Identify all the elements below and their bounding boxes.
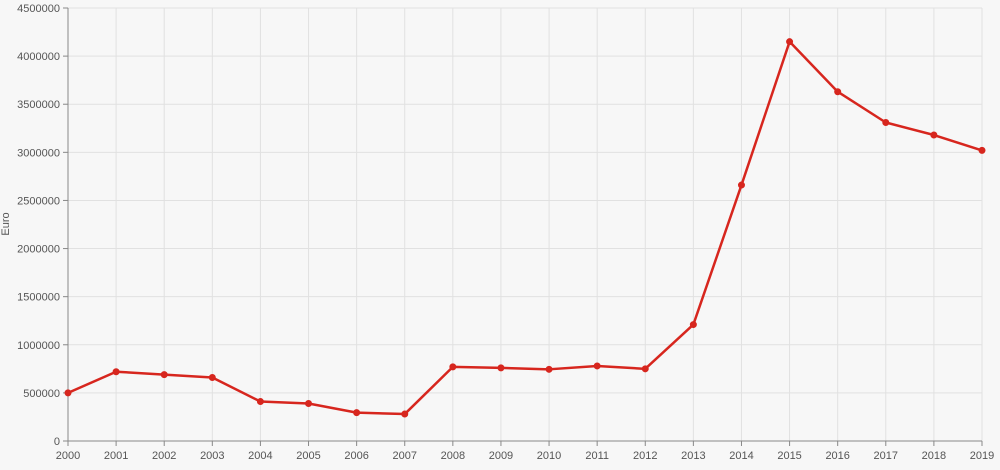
data-point — [64, 389, 72, 397]
x-tick-label: 2001 — [104, 450, 128, 462]
data-point — [882, 119, 890, 127]
tick-labels: 0 500000 1000000 1500000 2000000 2500000 30000… — [17, 3, 994, 462]
x-tick-label: 2000 — [56, 450, 80, 462]
x-tick-label: 2018 — [922, 450, 946, 462]
x-tick-label: 2007 — [392, 450, 416, 462]
y-tick-label: 0 — [54, 436, 60, 448]
y-tick-label: 3500000 — [17, 99, 60, 111]
x-tick-label: 2003 — [200, 450, 224, 462]
x-tick-label: 2006 — [344, 450, 368, 462]
data-point — [978, 146, 986, 154]
data-point — [545, 365, 553, 373]
x-tick-label: 2008 — [441, 450, 465, 462]
y-tick-label: 1500000 — [17, 292, 60, 304]
axes — [63, 7, 983, 446]
x-tick-label: 2016 — [825, 450, 849, 462]
data-point — [930, 131, 938, 139]
y-tick-label: 1000000 — [17, 340, 60, 352]
data-point — [160, 371, 168, 379]
data-point — [449, 363, 457, 371]
data-point — [208, 373, 216, 381]
data-point — [305, 399, 313, 407]
y-axis-label: Euro — [0, 212, 12, 235]
y-tick-label: 2500000 — [17, 195, 60, 207]
data-point — [497, 364, 505, 372]
y-tick-label: 500000 — [23, 388, 60, 400]
series-line — [67, 40, 983, 416]
data-point — [256, 398, 264, 406]
data-point — [112, 368, 120, 376]
data-point — [401, 410, 409, 418]
x-tick-label: 2005 — [296, 450, 320, 462]
x-tick-label: 2013 — [681, 450, 705, 462]
data-point — [786, 38, 794, 46]
x-tick-label: 2017 — [874, 450, 898, 462]
data-point — [641, 365, 649, 373]
series — [64, 38, 986, 418]
data-point — [689, 321, 697, 329]
y-tick-label: 2000000 — [17, 244, 60, 256]
y-tick-label: 3000000 — [17, 147, 60, 159]
x-tick-label: 2011 — [585, 450, 609, 462]
x-tick-label: 2002 — [152, 450, 176, 462]
data-point — [593, 362, 601, 370]
y-tick-label: 4000000 — [17, 51, 60, 63]
x-tick-label: 2015 — [777, 450, 801, 462]
x-tick-label: 2014 — [729, 450, 753, 462]
x-tick-label: 2009 — [489, 450, 513, 462]
data-point — [353, 409, 361, 417]
data-point — [834, 88, 842, 96]
x-tick-label: 2019 — [970, 450, 994, 462]
x-tick-label: 2004 — [248, 450, 272, 462]
data-point — [737, 181, 745, 189]
x-tick-label: 2012 — [633, 450, 657, 462]
x-tick-label: 2010 — [537, 450, 561, 462]
y-tick-label: 4500000 — [17, 3, 60, 15]
